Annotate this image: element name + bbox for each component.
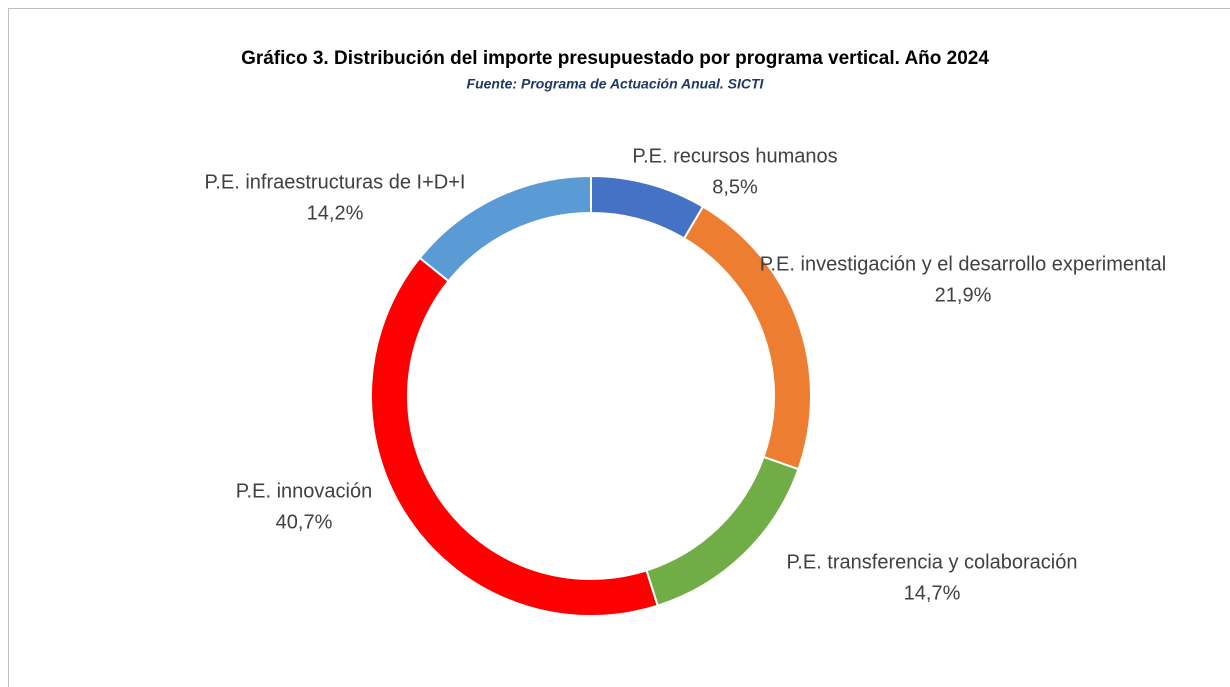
segment-label: P.E. recursos humanos bbox=[632, 145, 837, 167]
donut-segment bbox=[590, 174, 705, 240]
segment-label: P.E. investigación y el desarrollo exper… bbox=[760, 253, 1167, 275]
segment-value-label: 21,9% bbox=[935, 284, 992, 306]
segment-value-label: 40,7% bbox=[276, 511, 333, 533]
chart-subtitle: Fuente: Programa de Actuación Anual. SIC… bbox=[467, 76, 765, 92]
chart-frame bbox=[8, 8, 1230, 687]
segment-value-label: 8,5% bbox=[712, 176, 758, 198]
chart-title: Gráfico 3. Distribución del importe pres… bbox=[241, 48, 989, 69]
segment-label: P.E. infraestructuras de I+D+I bbox=[205, 171, 466, 193]
donut-segment bbox=[418, 174, 592, 283]
segment-value-label: 14,2% bbox=[307, 202, 364, 224]
donut-segment bbox=[370, 256, 659, 617]
donut-segment bbox=[682, 205, 812, 471]
donut-segment bbox=[645, 455, 800, 607]
segment-value-label: 14,7% bbox=[904, 582, 961, 604]
segment-label: P.E. innovación bbox=[236, 480, 372, 502]
segment-label: P.E. transferencia y colaboración bbox=[787, 551, 1078, 573]
